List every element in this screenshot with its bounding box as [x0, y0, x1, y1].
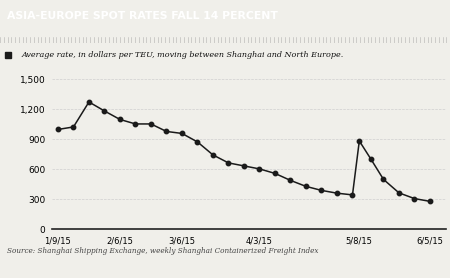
Text: Average rate, in dollars per TEU, moving between Shanghai and North Europe.: Average rate, in dollars per TEU, moving… — [22, 51, 344, 59]
Text: ASIA-EUROPE SPOT RATES FALL 14 PERCENT: ASIA-EUROPE SPOT RATES FALL 14 PERCENT — [7, 11, 278, 21]
Text: Source: Shanghai Shipping Exchange, weekly Shanghai Containerized Freight Index: Source: Shanghai Shipping Exchange, week… — [7, 247, 318, 255]
